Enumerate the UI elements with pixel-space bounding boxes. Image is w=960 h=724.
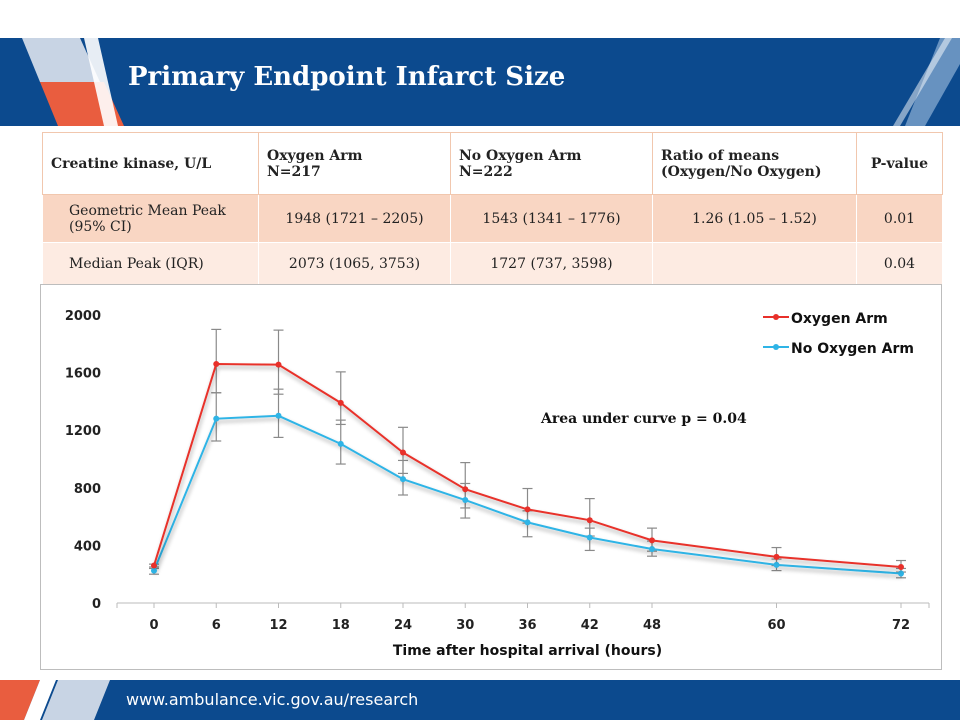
no-oxygen-arm-point [773, 561, 780, 568]
oxygen-arm-point [275, 361, 282, 368]
ck-time-course-chart: 0 400 800 1200 1600 2000 0 6 12 18 24 30 36 42 48 60 72 T… [40, 284, 942, 670]
y-tick-label: 400 [74, 539, 101, 554]
header-p-value: P-value [856, 132, 943, 195]
no-oxygen-arm-point [275, 412, 282, 419]
x-tick-label: 60 [767, 618, 785, 633]
cell-oxygen: 1948 (1721 – 2205) [258, 194, 451, 243]
header-right-thin-stripe [893, 38, 952, 126]
header-light-stripe [22, 38, 100, 82]
x-tick-label: 36 [518, 618, 536, 633]
footer-url: www.ambulance.vic.gov.au/research [126, 690, 419, 709]
x-tick-label: 18 [332, 618, 350, 633]
y-tick-label: 2000 [65, 309, 101, 324]
x-tick-label: 72 [892, 618, 910, 633]
footer-blue-band [0, 680, 960, 720]
table-row: Median Peak (IQR) 2073 (1065, 3753) 1727… [42, 242, 943, 285]
no-oxygen-arm-point [213, 415, 220, 422]
header-right-stripe [905, 38, 960, 126]
header-blue-band [0, 38, 960, 126]
oxygen-arm-point [524, 506, 531, 513]
y-tick-label: 800 [74, 482, 101, 497]
oxygen-arm-point [898, 564, 904, 570]
slide-title: Primary Endpoint Infarct Size [128, 62, 566, 92]
x-tick-label: 24 [394, 618, 412, 633]
cell-no-oxygen: 1727 (737, 3598) [450, 242, 653, 285]
x-tick-label: 48 [643, 618, 661, 633]
oxygen-arm-point [151, 562, 157, 569]
footer-graphic [0, 680, 960, 720]
slide-footer [0, 680, 960, 720]
oxygen-arm-point [586, 517, 593, 524]
no-oxygen-arm-point [586, 534, 593, 541]
cell-no-oxygen: 1543 (1341 – 1776) [450, 194, 653, 243]
no-oxygen-arm-point [898, 570, 904, 577]
cell-oxygen: 2073 (1065, 3753) [258, 242, 451, 285]
no-oxygen-arm-point [151, 567, 157, 574]
header-no-oxygen-arm: No Oxygen Arm N=222 [450, 132, 653, 195]
x-tick-label: 0 [149, 618, 158, 633]
x-tick-label: 6 [212, 618, 221, 633]
cell-ratio: 1.26 (1.05 – 1.52) [652, 194, 857, 243]
oxygen-arm-point [337, 399, 344, 406]
cell-ratio [652, 242, 857, 285]
x-tick-label: 42 [581, 618, 599, 633]
oxygen-arm-point [462, 486, 469, 493]
legend-marker-no-oxygen-arm [773, 344, 779, 350]
footer-white-stripe [24, 680, 56, 720]
legend-marker-oxygen-arm [773, 314, 779, 320]
cell-p-value: 0.04 [856, 242, 943, 285]
auc-annotation: Area under curve p = 0.04 [540, 411, 747, 427]
no-oxygen-arm-point [649, 546, 655, 552]
slide-header [0, 0, 960, 130]
oxygen-arm-point [400, 449, 406, 456]
legend-label-no-oxygen-arm: No Oxygen Arm [791, 341, 914, 357]
oxygen-arm-point [213, 360, 220, 367]
y-tick-label: 1200 [65, 424, 101, 439]
table-header-row: Creatine kinase, U/L Oxygen Arm N=217 No … [42, 132, 943, 195]
x-tick-label: 30 [456, 618, 474, 633]
row-label: Median Peak (IQR) [42, 242, 259, 285]
no-oxygen-arm-point [524, 519, 531, 526]
header-oxygen-arm: Oxygen Arm N=217 [258, 132, 451, 195]
chart-svg: 0 400 800 1200 1600 2000 0 6 12 18 24 30 36 42 48 60 72 T… [65, 309, 930, 659]
no-oxygen-arm-point [462, 497, 469, 504]
legend-label-oxygen-arm: Oxygen Arm [791, 311, 888, 327]
header-white-stripe [84, 38, 118, 126]
y-tick-label: 0 [92, 597, 101, 612]
footer-orange-stripe [0, 680, 40, 720]
header-ratio-of-means: Ratio of means (Oxygen/No Oxygen) [652, 132, 857, 195]
header-graphic [0, 38, 960, 126]
oxygen-arm-point [649, 537, 655, 544]
y-tick-label: 1600 [65, 367, 101, 382]
results-table: Creatine kinase, U/L Oxygen Arm N=217 No … [42, 132, 943, 285]
x-axis-title: Time after hospital arrival (hours) [393, 643, 662, 659]
table-row: Geometric Mean Peak (95% CI) 1948 (1721 … [42, 194, 943, 243]
cell-p-value: 0.01 [856, 194, 943, 243]
no-oxygen-arm-point [337, 440, 344, 447]
x-tick-label: 12 [269, 618, 287, 633]
no-oxygen-arm-point [400, 476, 406, 483]
oxygen-arm-point [773, 553, 780, 560]
row-label: Geometric Mean Peak (95% CI) [42, 194, 259, 243]
header-measure: Creatine kinase, U/L [42, 132, 259, 195]
footer-light-stripe [42, 680, 110, 720]
